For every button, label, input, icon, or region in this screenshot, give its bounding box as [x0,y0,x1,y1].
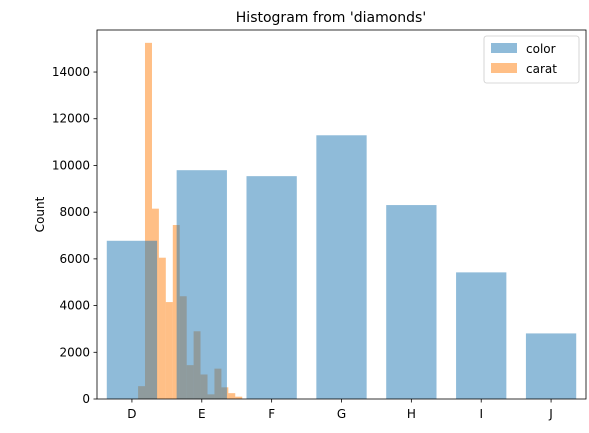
x-tick-label-H: H [407,407,416,421]
color-bar-J [525,333,577,399]
color-bar-E [176,170,227,399]
legend-label-carat: carat [526,62,557,76]
color-bar-F [246,176,297,399]
x-tick-label-G: G [337,407,346,421]
y-tick-label-2000: 2000 [59,345,90,359]
legend-swatch-color [491,43,517,53]
carat-bar-5 [172,225,180,399]
y-tick-label-6000: 6000 [59,252,90,266]
color-bar-G [316,135,367,399]
carat-bar-3 [158,257,166,399]
carat-bar-1 [144,42,152,399]
x-tick-label-I: I [479,407,483,421]
chart-title: Histogram from 'diamonds' [236,10,426,26]
color-bar-I [456,272,507,399]
color-bar-D [106,240,158,399]
legend-label-color: color [526,42,556,56]
y-axis-label: Count [33,196,47,232]
color-bar-H [386,205,437,399]
x-tick-label-D: D [127,407,136,421]
legend: color carat [483,35,580,84]
y-tick-label-10000: 10000 [52,158,90,172]
legend-swatch-carat [491,63,517,73]
carat-bar-14 [235,396,243,399]
y-tick-label-0: 0 [82,392,90,406]
carat-bar-4 [165,302,173,399]
y-tick-label-12000: 12000 [52,112,90,126]
y-tick-label-14000: 14000 [52,65,90,79]
color-series-layer [106,135,577,399]
x-tick-label-J: J [548,407,553,421]
axes: 0 2000 4000 6000 8000 10000 12000 14000 D E F G H I J [52,29,587,421]
x-tick-label-F: F [268,407,275,421]
x-tick-label-E: E [198,407,206,421]
y-tick-label-4000: 4000 [59,299,90,313]
carat-bar-13 [228,393,236,399]
y-tick-label-8000: 8000 [59,205,90,219]
